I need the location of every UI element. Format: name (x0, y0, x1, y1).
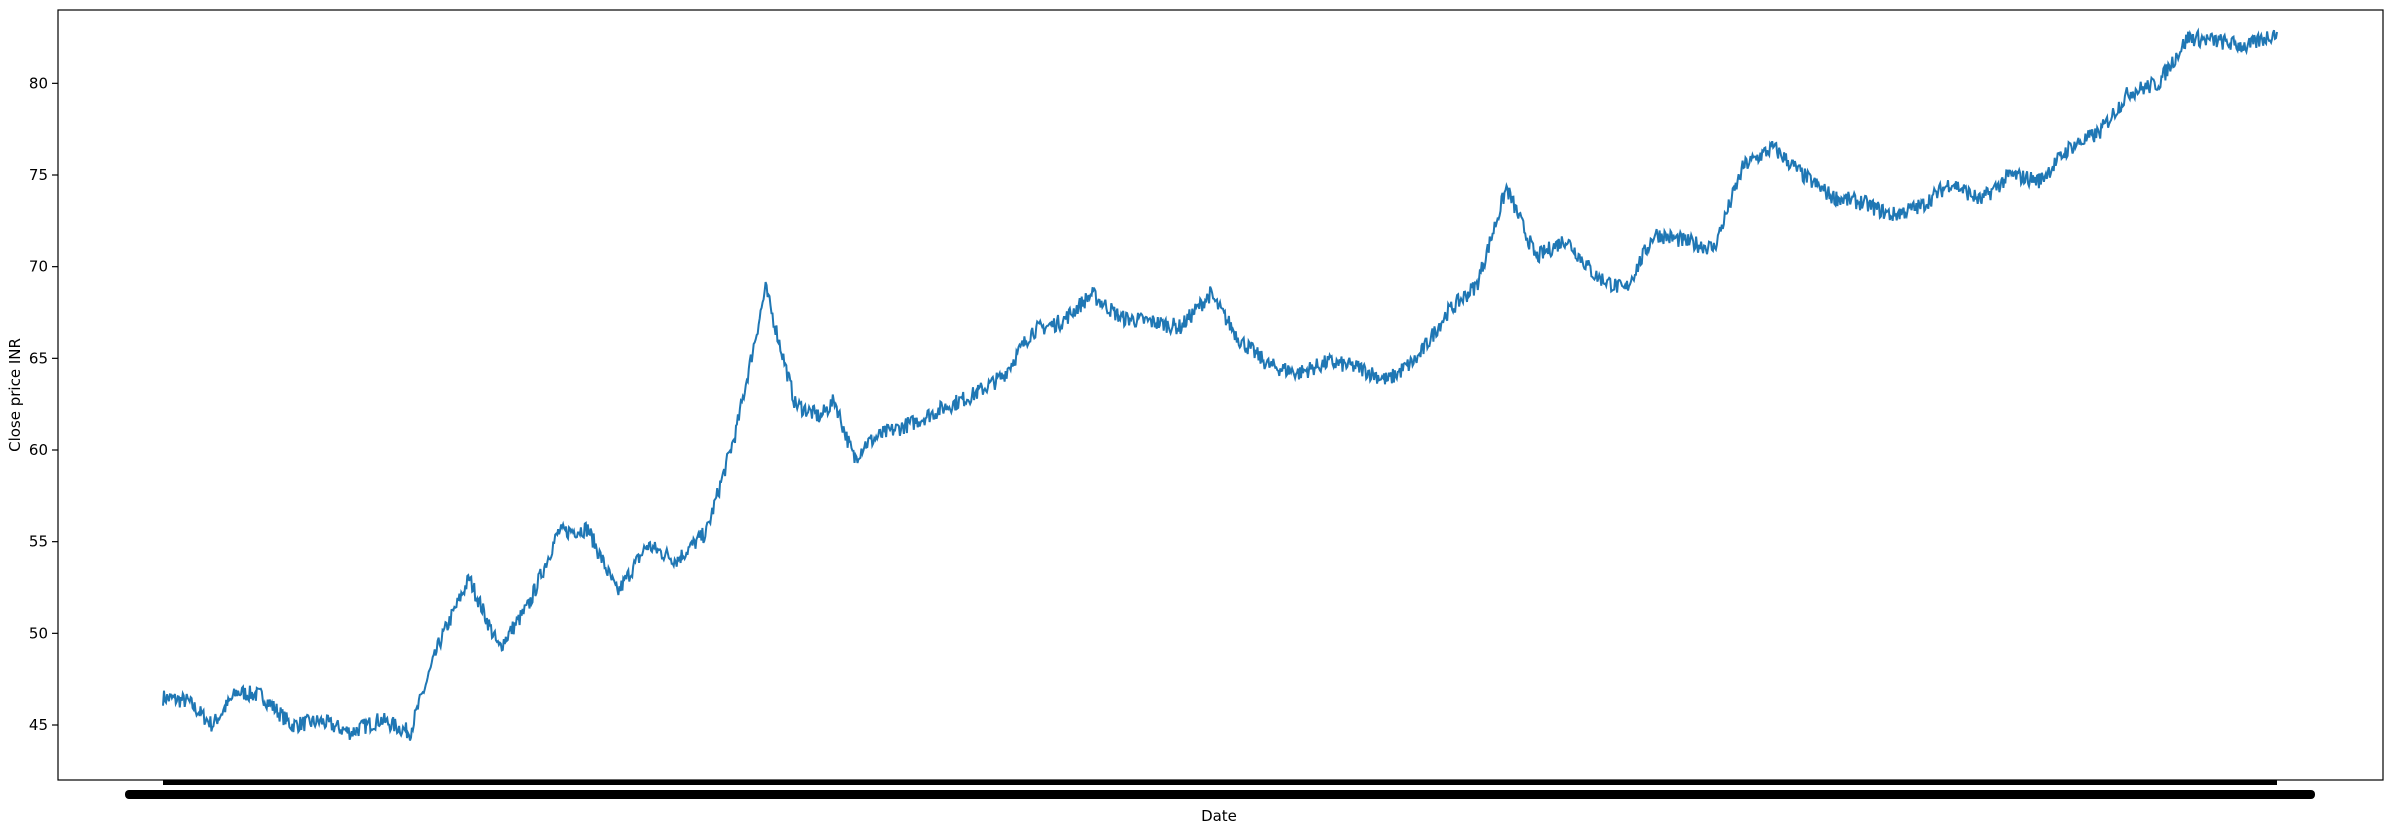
close-price-line (162, 27, 2278, 741)
y-tick-label: 60 (29, 441, 48, 459)
y-tick-label: 65 (29, 349, 48, 367)
plot-area (57, 9, 2384, 781)
x-tick-labels-band (125, 790, 2315, 799)
x-axis-ticks (125, 780, 2315, 799)
x-tick-marks-band (163, 780, 2277, 785)
y-tick-label: 75 (29, 166, 48, 184)
y-tick-label: 80 (29, 74, 48, 92)
x-axis-label: Date (1201, 807, 1237, 825)
y-tick-label: 55 (29, 533, 48, 551)
y-axis: 45 50 55 60 65 70 75 80 (29, 74, 58, 734)
y-tick-label: 50 (29, 624, 48, 642)
y-tick-label: 70 (29, 258, 48, 276)
y-axis-label: Close price INR (6, 338, 24, 452)
y-tick-label: 45 (29, 716, 48, 734)
